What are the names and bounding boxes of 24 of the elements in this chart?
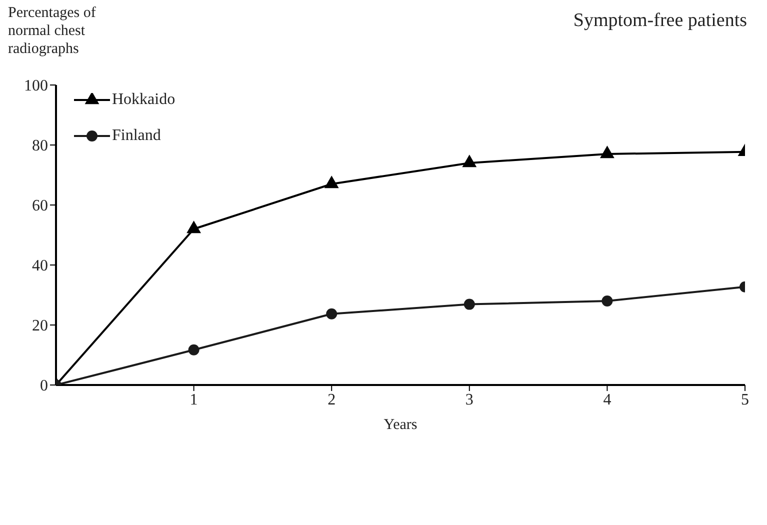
y-tick-label: 0: [40, 378, 48, 395]
x-tick-label: 1: [190, 391, 198, 408]
x-tick-label: 5: [741, 391, 749, 408]
legend-label: Finland: [112, 126, 161, 146]
point: [326, 308, 338, 320]
point: [324, 176, 339, 188]
point: [464, 298, 475, 310]
y-axis-title: Percentages of normal chest radiographs: [8, 4, 97, 58]
chart-title: Symptom-free patients: [573, 10, 747, 32]
y-tick-label: 20: [32, 318, 48, 335]
point: [186, 220, 202, 234]
point: [462, 154, 477, 168]
x-tick-label: 4: [603, 391, 612, 408]
point: [602, 296, 613, 306]
point: [188, 344, 200, 356]
point: [600, 146, 614, 158]
x-tick-label: 3: [465, 391, 474, 408]
y-tick-label: 60: [32, 198, 48, 215]
y-tick-label: 40: [32, 258, 48, 275]
legend-label: Hokkaido: [112, 90, 176, 110]
y-tick-label: 100: [24, 78, 48, 95]
x-axis-title: Years: [384, 417, 418, 433]
x-tick-label: 2: [328, 391, 336, 408]
y-tick-label: 80: [32, 138, 48, 155]
